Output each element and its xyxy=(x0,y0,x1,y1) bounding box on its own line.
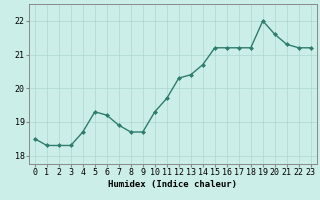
X-axis label: Humidex (Indice chaleur): Humidex (Indice chaleur) xyxy=(108,180,237,189)
